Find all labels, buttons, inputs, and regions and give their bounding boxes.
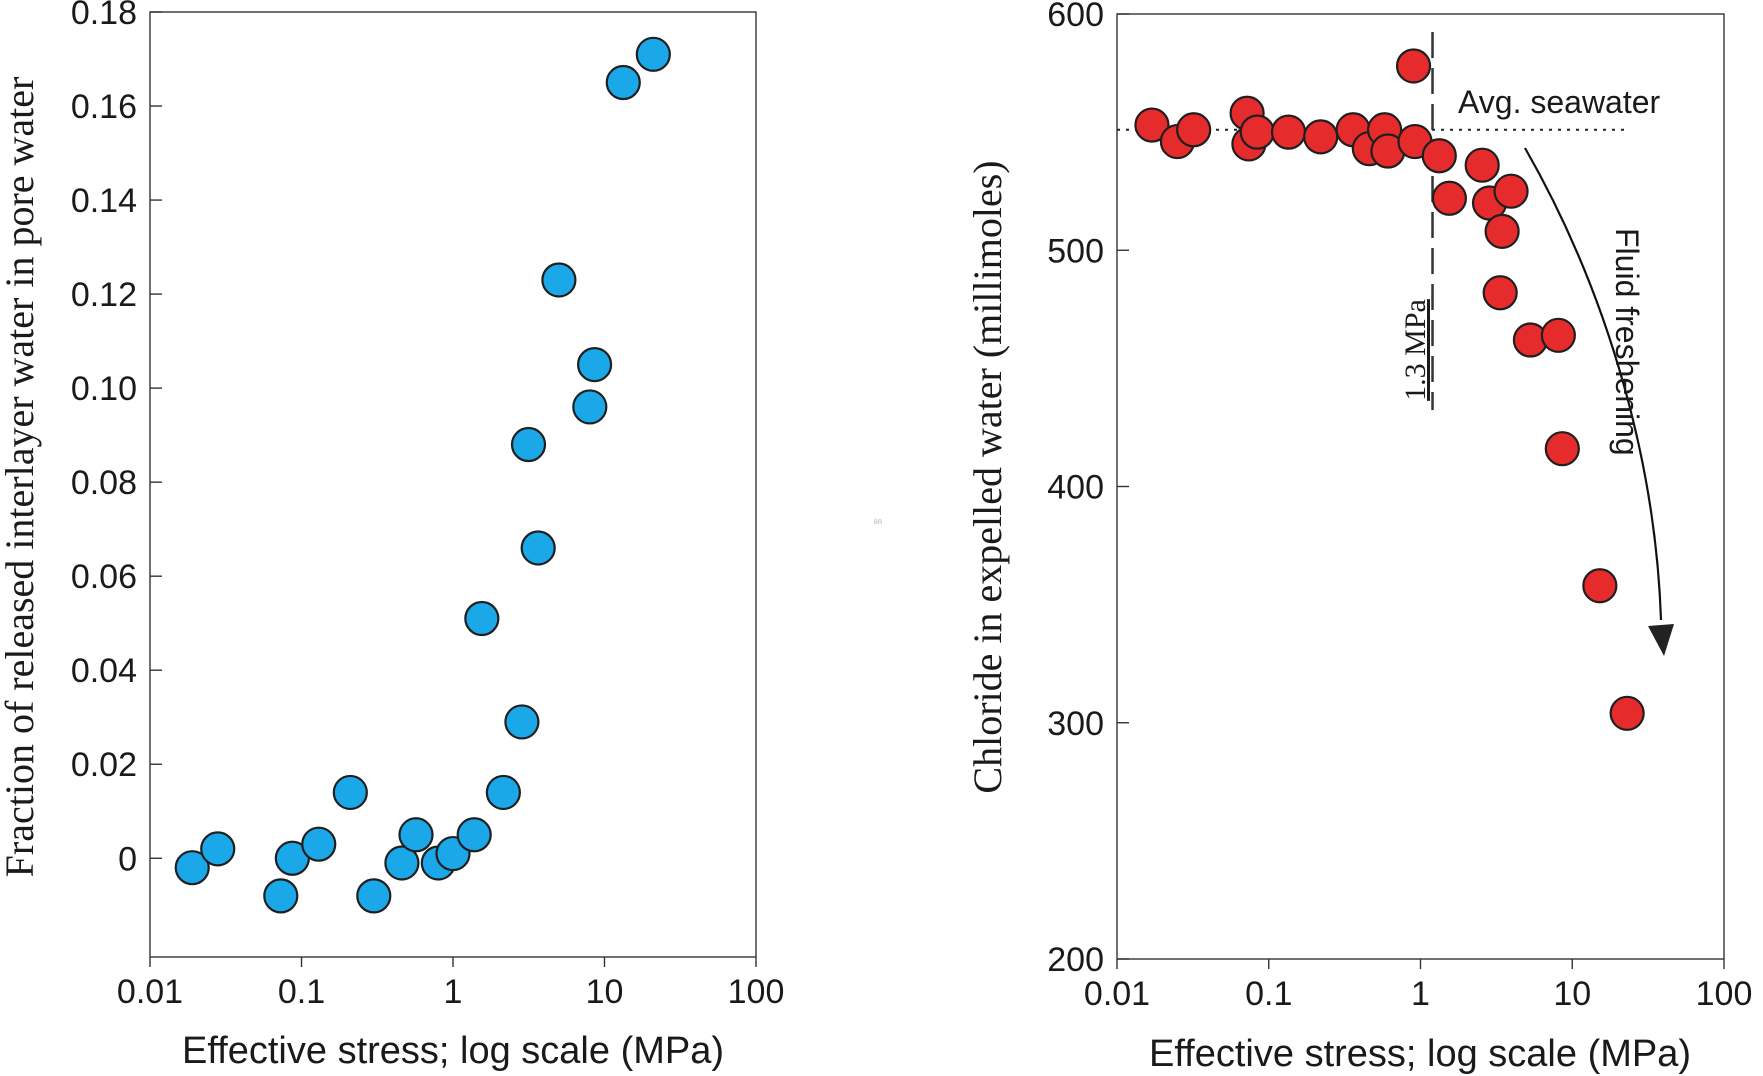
- left-x-tick-label: 0.1: [278, 973, 325, 1011]
- left-data-point: [510, 426, 547, 463]
- left-x-tick-label: 1: [444, 973, 463, 1011]
- right-data-point: [1431, 180, 1467, 216]
- left-y-tick-label: 0.14: [71, 182, 137, 220]
- right-data-point: [1582, 568, 1618, 604]
- freshening-label: Fluid freshening: [1609, 228, 1645, 456]
- right-y-tick-label: 300: [1047, 705, 1104, 743]
- left-y-tick-label: 0.18: [71, 0, 137, 32]
- right-x-tick-label: 0.01: [1084, 975, 1150, 1013]
- left-y-tick-label: 0.12: [71, 276, 137, 314]
- left-data-point: [635, 36, 671, 72]
- right-x-axis-title: Effective stress; log scale (MPa): [1149, 1033, 1691, 1075]
- left-y-axis-title: Fraction of released interlayer water in…: [0, 77, 42, 878]
- left-data-point: [332, 774, 368, 811]
- left-data-point: [384, 845, 420, 881]
- right-y-ticks: 200 300 400 500 600: [1047, 0, 1129, 979]
- right-data-point: [1303, 119, 1339, 155]
- freshening-arrow-head: [1648, 624, 1674, 656]
- left-y-tick-label: 0.06: [71, 558, 137, 596]
- watermark-mark: BR: [874, 520, 883, 526]
- right-y-tick-label: 200: [1047, 941, 1104, 979]
- right-data-point: [1395, 48, 1432, 84]
- right-data-point: [1493, 173, 1529, 209]
- left-data-point: [456, 817, 492, 853]
- right-data-point: [1464, 147, 1500, 183]
- left-y-tick-label: 0.16: [71, 88, 137, 126]
- left-data-point: [572, 389, 608, 425]
- left-x-axis-title: Effective stress; log scale (MPa): [182, 1030, 724, 1072]
- right-data-point: [1484, 213, 1520, 249]
- right-data-point: [1239, 114, 1275, 150]
- right-data-point: [1421, 138, 1457, 174]
- left-data-point: [576, 347, 613, 383]
- left-data-points: [174, 36, 671, 914]
- left-data-point: [504, 704, 540, 740]
- left-data-point: [174, 850, 210, 886]
- threshold-label: 1.3 MPa: [1399, 299, 1432, 401]
- left-y-ticks: 0 0.02 0.04 0.06 0.08 0.10 0.12 0.14 0.16 0.18: [71, 0, 162, 878]
- left-data-point: [263, 878, 299, 914]
- right-y-tick-label: 400: [1047, 469, 1104, 507]
- left-y-tick-label: 0.08: [71, 464, 137, 502]
- left-data-point: [605, 64, 641, 101]
- right-chart: 0.01 0.1 1 10 100 200 300 400 500 600 Avg. seawa…: [965, 0, 1752, 1075]
- right-data-point: [1544, 431, 1580, 467]
- right-data-point: [1482, 275, 1518, 311]
- freshening-arrow: [1524, 147, 1663, 621]
- right-y-tick-label: 500: [1047, 232, 1104, 270]
- right-y-tick-label: 600: [1047, 0, 1104, 34]
- left-x-tick-label: 0.01: [117, 973, 183, 1011]
- right-data-point: [1134, 107, 1170, 143]
- right-data-point: [1270, 114, 1307, 150]
- left-data-point: [301, 826, 337, 862]
- right-y-axis-title: Chloride in expelled water (millimoles): [965, 160, 1010, 793]
- right-data-point: [1609, 695, 1645, 731]
- left-x-tick-label: 100: [728, 973, 785, 1011]
- right-x-ticks: 0.01 0.1 1 10 100: [1084, 959, 1752, 1013]
- left-data-point: [541, 262, 577, 298]
- left-chart: 0.01 0.1 1 10 100 00.020.040.060.080.100.120…: [0, 0, 784, 1072]
- left-plot-frame: [149, 11, 757, 958]
- left-x-tick-label: 10: [586, 973, 624, 1011]
- left-data-point: [520, 530, 556, 566]
- seawater-label: Avg. seawater: [1458, 84, 1661, 120]
- left-data-point: [356, 878, 392, 914]
- right-x-tick-label: 100: [1696, 975, 1753, 1013]
- right-data-points: [1134, 48, 1645, 731]
- right-x-tick-label: 10: [1553, 975, 1591, 1013]
- right-data-point: [1540, 317, 1576, 353]
- left-data-point: [398, 817, 434, 853]
- left-y-tick-label: 0.02: [71, 746, 137, 784]
- left-data-point: [485, 774, 521, 811]
- right-data-point: [1176, 112, 1212, 148]
- left-data-point: [200, 831, 236, 867]
- right-x-tick-label: 1: [1411, 975, 1430, 1013]
- left-x-ticks: 0.01 0.1 1 10 100: [117, 957, 784, 1011]
- right-x-tick-label: 0.1: [1245, 975, 1292, 1013]
- left-y-tick-label: 0: [118, 840, 137, 878]
- left-data-point: [464, 600, 500, 637]
- left-y-tick-label: 0.04: [71, 652, 137, 690]
- left-y-tick-label: 0.10: [71, 370, 137, 408]
